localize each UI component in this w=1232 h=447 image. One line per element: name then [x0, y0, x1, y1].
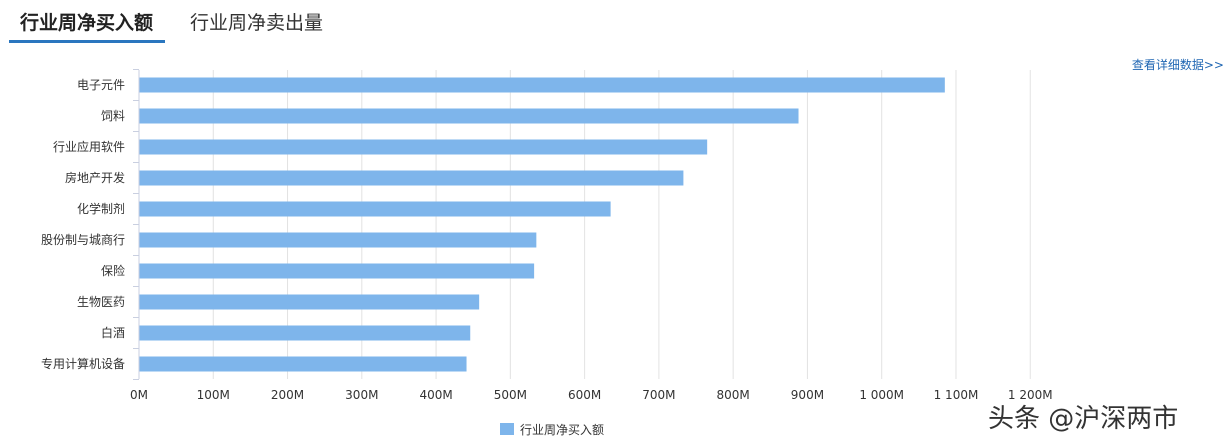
category-label: 股份制与城商行 [41, 232, 125, 247]
chart-legend[interactable]: 行业周净买入额 [500, 420, 604, 438]
view-detail-data-link[interactable]: 查看详细数据>> [1131, 58, 1224, 72]
x-tick-label: 500M [494, 388, 527, 402]
category-label: 饲料 [101, 109, 125, 123]
category-label: 电子元件 [77, 78, 125, 92]
tab-net-buy-amount[interactable]: 行业周净买入额 [20, 12, 154, 34]
bar [139, 263, 535, 279]
watermark-text: 头条 @沪深两市 [988, 404, 1179, 434]
bar [139, 356, 467, 372]
x-tick-label: 200M [271, 388, 304, 402]
tab-net-sell-volume[interactable]: 行业周净卖出量 [190, 12, 324, 34]
legend-label: 行业周净买入额 [520, 422, 605, 437]
bar [139, 325, 471, 341]
bar [139, 294, 480, 310]
x-tick-label: 900M [791, 388, 824, 402]
bar [139, 139, 708, 155]
category-label: 行业应用软件 [53, 139, 125, 154]
x-tick-label: 700M [642, 388, 675, 402]
bar [139, 77, 945, 93]
legend-swatch [500, 423, 514, 435]
x-tick-label: 100M [197, 388, 230, 402]
x-tick-label: 0M [130, 388, 148, 402]
x-tick-label: 600M [568, 388, 601, 402]
bar [139, 170, 684, 186]
bar [139, 232, 537, 248]
category-label: 房地产开发 [65, 170, 125, 185]
category-label: 保险 [101, 263, 125, 278]
active-tab-indicator [9, 40, 165, 43]
category-label: 白酒 [101, 325, 125, 340]
category-label: 化学制剂 [77, 201, 125, 216]
x-tick-label: 1 100M [934, 388, 979, 402]
tab-bar: 行业周净买入额 行业周净卖出量 [0, 0, 1232, 44]
x-tick-label: 400M [419, 388, 452, 402]
x-tick-label: 800M [717, 388, 750, 402]
bar [139, 201, 611, 217]
bar [139, 108, 799, 124]
x-tick-label: 300M [345, 388, 378, 402]
category-label: 生物医药 [77, 295, 125, 309]
x-tick-label: 1 000M [859, 388, 904, 402]
category-label: 专用计算机设备 [41, 356, 125, 371]
x-tick-label: 1 200M [1008, 388, 1053, 402]
